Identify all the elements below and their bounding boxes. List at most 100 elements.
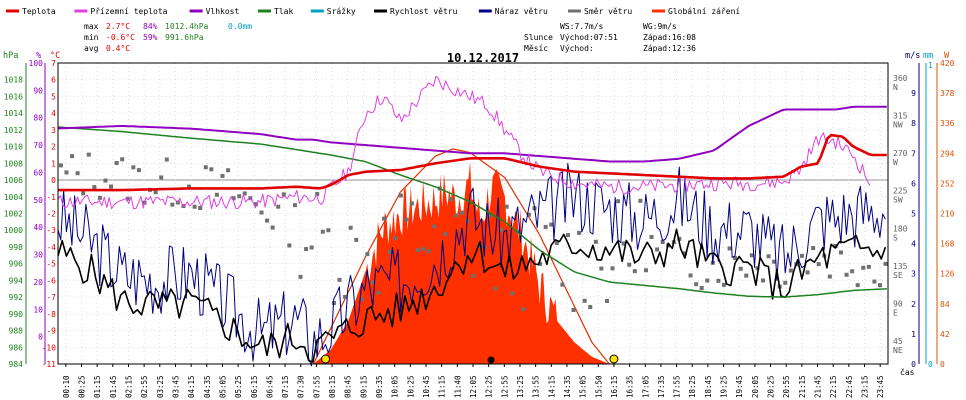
x-tick-label: 00:25 [77, 375, 86, 398]
wind-direction-point [187, 184, 192, 189]
celsius-tick-label: -2 [46, 210, 56, 219]
percent-tick-label: 60 [33, 168, 43, 177]
x-tick-label: 03:25 [156, 375, 165, 398]
hpa-tick-label: 1006 [4, 176, 23, 185]
wind-direction-point [393, 236, 398, 241]
ms-tick-label: 0 [911, 360, 916, 369]
wind-direction-point [526, 212, 531, 217]
wind-direction-point [220, 173, 225, 178]
wind-direction-point [799, 253, 804, 258]
hpa-tick-label: 996 [9, 260, 24, 269]
wind-direction-point [214, 192, 219, 197]
wind-direction-point [877, 283, 882, 288]
ms-tick-label: 4 [911, 240, 916, 249]
wind-direction-point [504, 204, 509, 209]
x-tick-label: 07:55 [312, 375, 321, 398]
percent-tick-label: 80 [33, 114, 43, 123]
wind-direction-point [838, 250, 843, 255]
wind-direction-point [610, 266, 615, 271]
x-tick-label: 06:45 [265, 375, 274, 398]
legend-label: Náraz větru [495, 7, 548, 16]
wind-direction-point [421, 247, 426, 252]
celsius-tick-label: 6 [51, 76, 56, 85]
percent-tick-label: 30 [33, 251, 43, 260]
wind-direction-point [850, 269, 855, 274]
ms-tick-label: 1 [911, 330, 916, 339]
wind-direction-point [337, 277, 342, 282]
wind-direction-point [203, 165, 208, 170]
info-moonset: Západ:12:36 [643, 44, 696, 53]
wind-direction-point [705, 278, 710, 283]
x-tick-label: 23:45 [876, 375, 885, 398]
mm-tick-label: 0 [928, 360, 933, 369]
wind-direction-point [64, 170, 69, 175]
celsius-tick-label: 4 [51, 109, 56, 118]
stat-max-temp: 2.7°C [106, 22, 130, 31]
wind-direction-point [259, 210, 264, 215]
wind-direction-point [493, 286, 498, 291]
legend-label: Směr větru [584, 7, 632, 16]
wind-direction-point [649, 234, 654, 239]
direction-tick-label: 270 [893, 149, 908, 158]
wind-direction-point [298, 274, 303, 279]
stat-min-press: 991.6hPa [165, 33, 204, 42]
wind-direction-point [92, 185, 97, 190]
wind-direction-point [292, 203, 297, 208]
celsius-tick-label: -9 [46, 327, 56, 336]
x-tick-label: 01:45 [109, 375, 118, 398]
wind-direction-point [465, 219, 470, 224]
info-ws: WS:7.7m/s [560, 22, 604, 31]
wind-direction-point [348, 225, 353, 230]
legend-label: Globální záření [668, 7, 740, 16]
wind-direction-point [660, 240, 665, 245]
wind-direction-point [827, 274, 832, 279]
wind-direction-point [343, 294, 348, 299]
wind-direction-point [588, 305, 593, 310]
wind-direction-point [616, 199, 621, 204]
percent-tick-label: 0 [38, 333, 43, 342]
watt-tick-label: 84 [940, 300, 950, 309]
percent-tick-label: 50 [33, 196, 43, 205]
celsius-tick-label: -3 [46, 226, 56, 235]
wind-direction-point [811, 246, 816, 251]
watt-tick-label: 0 [940, 360, 945, 369]
wind-direction-point [287, 243, 292, 248]
hpa-tick-label: 992 [9, 293, 24, 302]
wind-direction-point [304, 247, 309, 252]
x-tick-label: 12:55 [500, 375, 509, 398]
hpa-tick-label: 1008 [4, 159, 23, 168]
wind-direction-point [265, 218, 270, 223]
celsius-tick-label: 3 [51, 126, 56, 135]
wind-direction-point [198, 205, 203, 210]
x-tick-label: 18:45 [704, 375, 713, 398]
celsius-tick-label: -8 [46, 310, 56, 319]
percent-tick-label: 20 [33, 278, 43, 287]
hpa-tick-label: 984 [9, 360, 24, 369]
wind-direction-point [164, 157, 169, 162]
x-tick-label: 07:15 [281, 375, 290, 398]
ms-axis-label: m/s [905, 51, 920, 61]
wind-gust-line [57, 163, 886, 367]
wind-direction-point [688, 273, 693, 278]
x-tick-label: 11:15 [438, 375, 447, 398]
wind-direction-point [783, 280, 788, 285]
celsius-tick-label: -1 [46, 193, 56, 202]
direction-tick-label: 315 [893, 111, 908, 120]
hpa-tick-label: 994 [9, 276, 24, 285]
humidity-line [57, 105, 887, 163]
direction-tick-label: 135 [893, 262, 908, 271]
wind-direction-point [554, 241, 559, 246]
ms-tick-label: 9 [911, 89, 916, 98]
wind-direction-point [655, 247, 660, 252]
x-tick-label: 10:05 [391, 375, 400, 398]
x-tick-label: 05:05 [218, 375, 227, 398]
wind-direction-point [855, 283, 860, 288]
direction-tick-label: 225 [893, 187, 908, 196]
hpa-tick-label: 1012 [4, 126, 23, 135]
x-tick-label: 20:25 [767, 375, 776, 398]
x-tick-label: 15:50 [594, 375, 603, 398]
x-axis-unit-label: čas [900, 367, 915, 377]
x-tick-label: 13:55 [532, 375, 541, 398]
wind-direction-point [370, 280, 375, 285]
wind-direction-point [159, 175, 164, 180]
